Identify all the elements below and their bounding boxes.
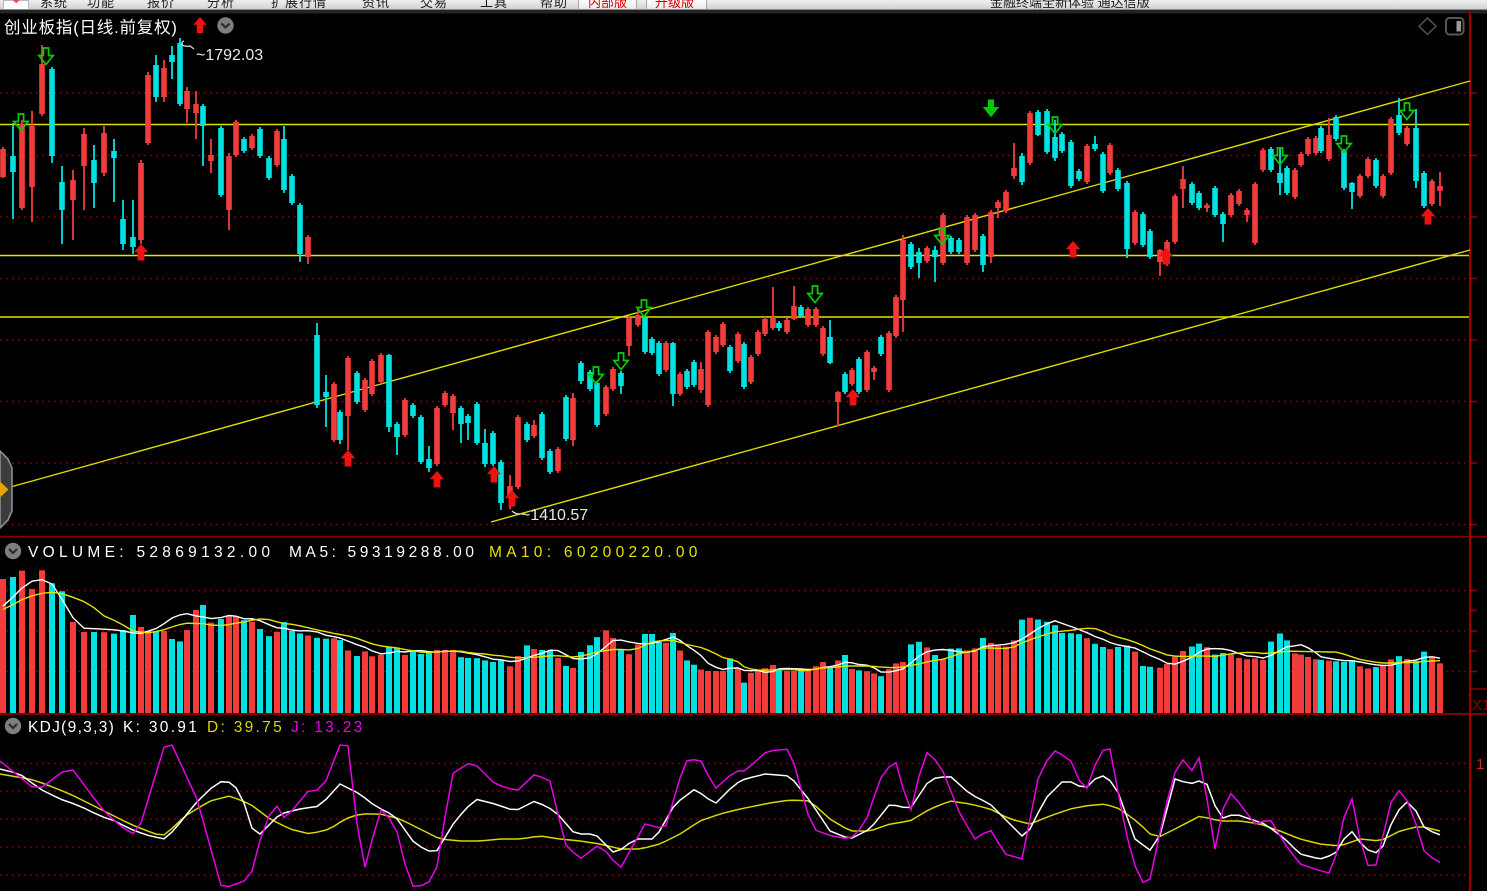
svg-text:KDJ(9,3,3): KDJ(9,3,3) <box>28 719 115 736</box>
svg-text:K: 30.91: K: 30.91 <box>123 719 199 736</box>
svg-text:VOLUME: 52869132.00: VOLUME: 52869132.00 <box>28 544 274 561</box>
svg-text:~1410.57: ~1410.57 <box>521 507 588 524</box>
svg-text:~1792.03: ~1792.03 <box>196 47 263 64</box>
svg-text:D: 39.75: D: 39.75 <box>207 719 284 736</box>
svg-text:X1: X1 <box>1472 697 1487 714</box>
svg-text:创业板指(日线.前复权): 创业板指(日线.前复权) <box>4 18 178 37</box>
svg-text:1: 1 <box>1476 756 1484 773</box>
svg-text:MA5: 59319288.00: MA5: 59319288.00 <box>289 544 478 561</box>
svg-text:MA10: 60200220.00: MA10: 60200220.00 <box>489 544 702 561</box>
svg-text:J: 13.23: J: 13.23 <box>291 719 365 736</box>
